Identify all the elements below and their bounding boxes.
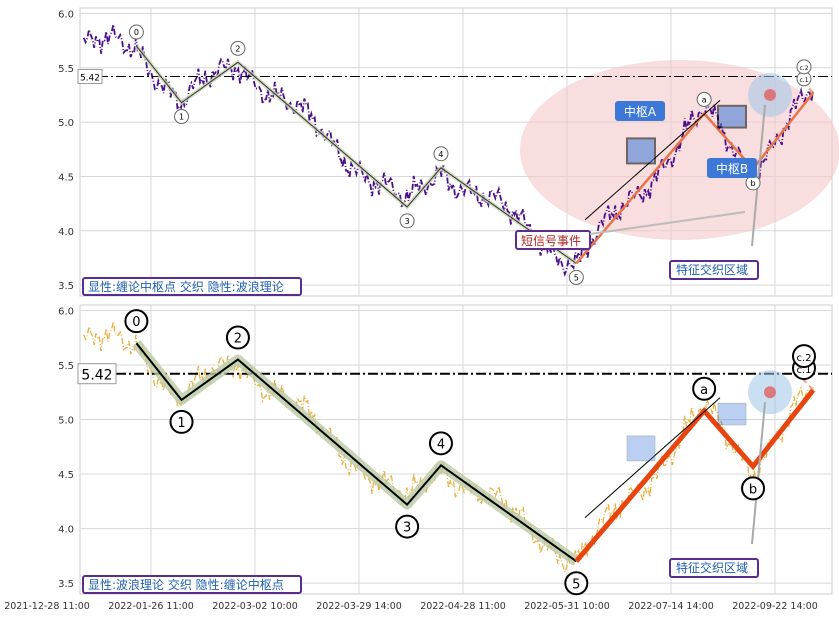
reference-label-box <box>77 363 117 385</box>
reference-label: 5.42 <box>81 368 112 384</box>
y-tick-label: 4.5 <box>58 470 74 481</box>
wave-label-circle <box>564 571 589 596</box>
wave-label: 4 <box>437 437 445 452</box>
wave-label-circle <box>395 514 420 539</box>
zone-label-box <box>669 260 759 280</box>
wave-label: 5 <box>572 577 580 592</box>
zhongshu-box <box>626 137 656 165</box>
wave-label: 5 <box>574 273 579 282</box>
wave-label-circle <box>433 146 449 162</box>
zone-arrow <box>751 402 766 545</box>
wave-label: c.1 <box>799 77 808 84</box>
panel-label: 显性:波浪理论 交织 隐性:缠论中枢点 <box>88 577 284 592</box>
wave-label: 1 <box>177 416 185 431</box>
wave-label-circle <box>128 24 144 40</box>
zone-label-box <box>669 558 759 578</box>
reference-label-box <box>77 68 103 84</box>
wave-label-circle <box>174 109 190 125</box>
zone-label: 特征交织区域 <box>676 560 748 575</box>
x-tick-label: 2022-03-02 10:00 <box>212 601 298 612</box>
wave-label: b <box>751 179 756 188</box>
top-panel: 3.5 4.0 4.5 5.0 5.5 6.0 5.42 0 1 2 3 4 5 a b c.1 c.2 显性:缠… <box>58 7 839 297</box>
x-axis: 2021-12-28 11:00 2022-01-26 11:00 2022-03-… <box>4 601 818 612</box>
wave-label-circle <box>124 309 149 334</box>
corrective-wave <box>575 92 815 265</box>
zhongshu-box <box>626 435 656 462</box>
wave-label: 3 <box>405 217 410 226</box>
y-tick-label: 5.0 <box>58 118 74 129</box>
wave-label-circle <box>792 344 816 369</box>
zone-label: 特征交织区域 <box>676 262 748 277</box>
wave-label: 2 <box>235 44 240 53</box>
zone-arrow <box>751 104 766 247</box>
wave-label-circle <box>169 409 194 434</box>
trend-line <box>584 397 721 519</box>
panel-label: 显性:缠论中枢点 交织 隐性:波浪理论 <box>88 279 284 294</box>
wave-label-circle <box>741 476 766 501</box>
wave-label-circle <box>399 213 415 229</box>
impulse-wave <box>136 45 577 264</box>
plot-area <box>79 304 833 595</box>
y-tick-label: 3.5 <box>58 579 74 590</box>
wave-label: a <box>700 383 708 398</box>
zhongshu-b-box <box>707 158 757 178</box>
wave-label: 1 <box>179 113 184 122</box>
panel-label-box <box>82 277 302 296</box>
event-arrow <box>589 211 746 235</box>
wave-label: 0 <box>132 315 140 330</box>
event-label: 短信号事件 <box>521 234 581 248</box>
corrective-wave <box>574 388 816 563</box>
target-point <box>764 386 776 399</box>
y-tick-label: 5.5 <box>58 361 74 372</box>
wave-label-circle <box>428 431 453 456</box>
wave-label: c.2 <box>796 353 811 364</box>
y-tick-label: 4.0 <box>58 525 74 536</box>
y-tick-label: 5.0 <box>58 416 74 427</box>
zhongshu-box <box>717 104 747 129</box>
wave-label-circle <box>696 91 712 107</box>
impulse-wave <box>135 342 577 563</box>
wave-label-circle <box>230 40 246 56</box>
zone-ellipse <box>520 60 839 240</box>
y-tick-label: 3.5 <box>58 281 74 292</box>
y-tick-label: 4.0 <box>58 227 74 238</box>
wave-label-circle <box>568 269 584 285</box>
wave-label: 2 <box>234 332 242 347</box>
event-label-box <box>515 230 591 250</box>
y-tick-label: 4.5 <box>58 172 74 183</box>
wave-label-circle <box>225 325 250 350</box>
zhongshu-b-label: 中枢B <box>716 161 748 176</box>
wave-label-circle <box>796 59 812 75</box>
wave-label: 0 <box>134 28 139 37</box>
zhongshu-a-box <box>615 101 665 121</box>
wave-label: 4 <box>438 150 443 159</box>
wave-label: 3 <box>403 521 411 536</box>
x-tick-label: 2022-01-26 11:00 <box>108 601 194 612</box>
wave-label: a <box>702 95 707 104</box>
wave-label: c.1 <box>796 365 811 376</box>
x-tick-label: 2022-05-31 10:00 <box>524 601 610 612</box>
wave-label: b <box>749 482 757 497</box>
reference-label: 5.42 <box>80 73 100 83</box>
x-tick-label: 2022-09-22 14:00 <box>732 601 818 612</box>
x-tick-label: 2021-12-28 11:00 <box>4 601 90 612</box>
panel-label-box <box>82 575 302 594</box>
zhongshu-a-label: 中枢A <box>624 104 657 119</box>
y-tick-label: 6.0 <box>58 9 74 20</box>
y-tick-label: 6.0 <box>58 306 74 317</box>
y-tick-label: 5.5 <box>58 64 74 75</box>
price-series <box>82 24 815 278</box>
target-point <box>764 88 776 101</box>
wave-label-circle <box>692 376 717 401</box>
projection-line <box>801 377 814 391</box>
bottom-panel: 3.5 4.0 4.5 5.0 5.5 6.0 5.42 0 1 2 3 4 5 a b c.1c.2 显性:波… <box>58 304 833 596</box>
x-tick-label: 2022-07-14 14:00 <box>628 601 714 612</box>
x-tick-label: 2022-04-28 11:00 <box>420 601 506 612</box>
x-tick-label: 2022-03-29 14:00 <box>316 601 402 612</box>
zhongshu-box <box>717 402 747 426</box>
wave-label: c.2 <box>799 65 808 72</box>
